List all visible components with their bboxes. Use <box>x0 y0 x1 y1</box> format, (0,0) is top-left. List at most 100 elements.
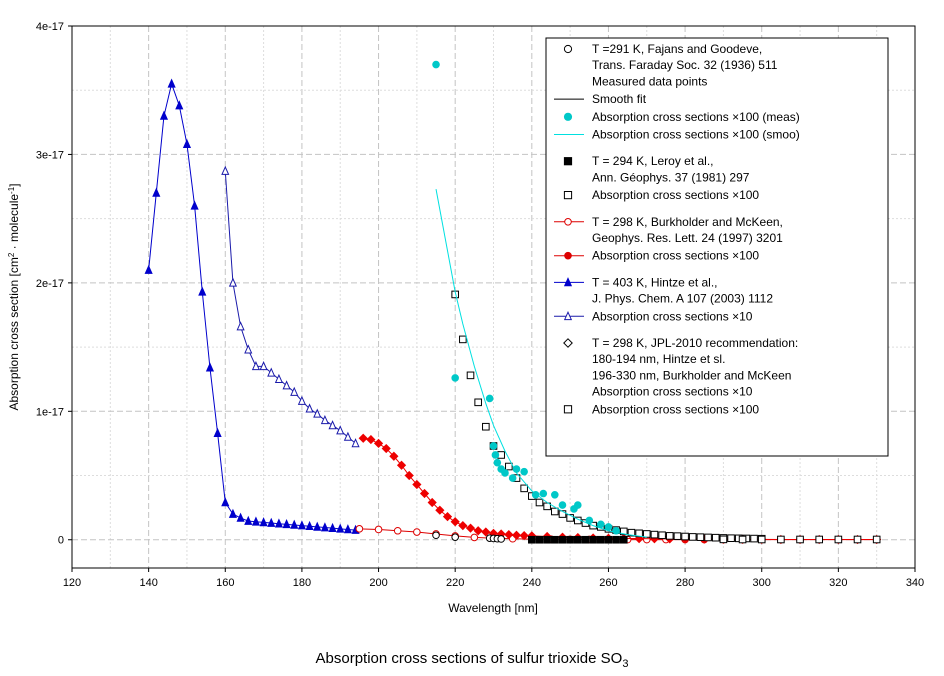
data-point <box>413 528 421 536</box>
y-tick-label: 1e-17 <box>36 406 64 418</box>
data-point <box>757 535 766 544</box>
data-point <box>305 403 314 413</box>
data-point <box>704 533 712 542</box>
legend-marker <box>563 157 573 166</box>
data-point <box>551 490 559 499</box>
data-point <box>355 525 364 533</box>
data-point <box>458 521 468 531</box>
legend-label: Geophys. Res. Lett. 24 (1997) 3201 <box>592 231 783 245</box>
data-point <box>519 531 529 541</box>
y-axis-title-post: ] <box>7 183 21 186</box>
data-point <box>558 501 567 509</box>
data-point <box>612 535 620 544</box>
x-tick-label: 220 <box>446 577 464 589</box>
data-point <box>596 535 605 544</box>
data-point <box>539 489 548 498</box>
data-point <box>505 462 513 471</box>
data-point <box>182 138 192 148</box>
data-point <box>251 361 260 371</box>
data-point <box>144 264 153 274</box>
data-point <box>244 515 253 525</box>
legend-marker <box>563 191 573 200</box>
data-point <box>489 442 498 450</box>
series-line <box>435 189 647 538</box>
y-tick-label: 2e-17 <box>36 278 64 290</box>
data-point <box>493 458 502 467</box>
data-point <box>152 187 161 197</box>
data-point <box>627 528 636 537</box>
y-axis-title: Absorption cross section [cm2 · molecule… <box>7 183 22 410</box>
data-point <box>244 344 253 354</box>
x-tick-label: 280 <box>676 577 694 589</box>
legend-label: 196-330 nm, Burkholder and McKeen <box>592 368 791 382</box>
data-point <box>581 535 590 544</box>
data-point <box>328 522 337 532</box>
data-point <box>688 533 697 541</box>
data-point <box>853 535 862 544</box>
series-7 <box>432 60 620 535</box>
data-point <box>404 470 414 481</box>
data-point <box>451 533 459 541</box>
legend-label: Absorption cross sections ×10 <box>592 309 753 323</box>
x-tick-label: 260 <box>599 577 617 589</box>
data-point <box>167 78 176 88</box>
legend-marker <box>564 218 572 226</box>
legend-box <box>545 37 889 457</box>
data-point <box>511 530 522 540</box>
data-point <box>427 497 437 508</box>
data-point <box>501 469 509 477</box>
y-tick-label: 4e-17 <box>36 21 64 33</box>
data-point <box>442 512 453 522</box>
data-point <box>738 535 747 544</box>
legend-label: Measured data points <box>592 74 707 88</box>
data-point <box>205 362 215 372</box>
legend-label: T = 298 K, Burkholder and McKeen, <box>592 215 783 229</box>
legend-marker <box>564 251 572 260</box>
data-point <box>482 422 490 431</box>
data-point <box>834 535 843 544</box>
x-tick-label: 180 <box>293 577 311 589</box>
legend-label: T = 294 K, Leroy et al., <box>592 154 714 168</box>
series-4 <box>528 535 628 544</box>
data-point <box>274 518 283 528</box>
data-point <box>351 438 360 448</box>
data-point <box>604 535 613 544</box>
legend-label: T = 403 K, Hintze et al., <box>592 275 718 289</box>
data-point <box>619 527 628 536</box>
data-point <box>343 431 352 441</box>
x-tick-label: 300 <box>753 577 771 589</box>
data-point <box>282 380 291 390</box>
legend-label: 180-194 nm, Hintze et sl. <box>592 352 725 366</box>
data-point <box>796 535 804 544</box>
data-point <box>504 529 514 540</box>
data-point <box>297 395 306 405</box>
data-point <box>459 335 467 344</box>
data-point <box>198 286 207 296</box>
data-point <box>282 519 291 529</box>
data-point <box>566 514 574 522</box>
data-point <box>815 535 824 544</box>
data-point <box>474 398 482 407</box>
data-point <box>512 465 521 473</box>
legend-label: Absorption cross sections ×100 (meas) <box>592 110 800 124</box>
data-point <box>412 479 422 490</box>
data-point <box>574 535 582 544</box>
legend-label: Trans. Faraday Soc. 32 (1936) 511 <box>592 58 778 72</box>
legend-label: Absorption cross sections ×10 <box>592 385 753 399</box>
data-point <box>320 522 329 532</box>
data-point <box>650 530 659 539</box>
data-point <box>612 526 620 535</box>
data-point <box>473 526 483 536</box>
legend-label: Smooth fit <box>592 92 647 106</box>
data-point <box>470 533 479 542</box>
x-tick-label: 240 <box>523 577 541 589</box>
data-point <box>872 535 881 544</box>
series-9 <box>719 535 881 544</box>
data-point <box>551 535 559 544</box>
data-point <box>673 532 682 540</box>
data-point <box>221 165 230 175</box>
legend-marker <box>563 44 573 54</box>
legend-marker <box>563 112 573 121</box>
data-point <box>558 510 567 518</box>
